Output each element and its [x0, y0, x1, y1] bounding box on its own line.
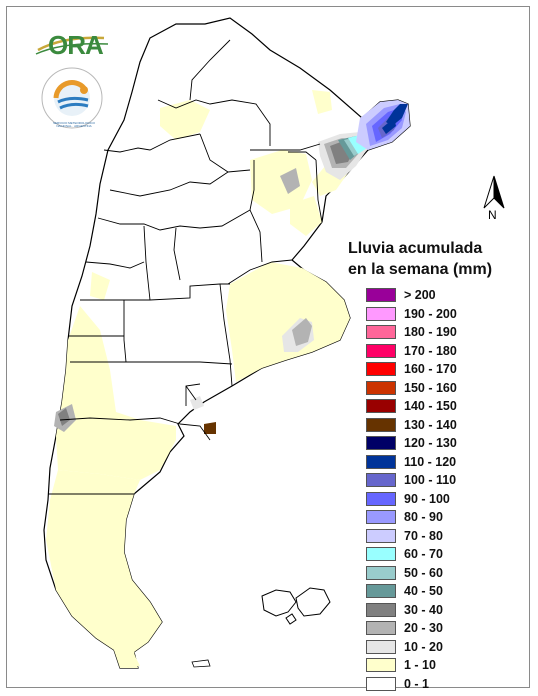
legend-label: 50 - 60 [404, 565, 443, 580]
legend-swatch [366, 621, 396, 636]
legend-swatch [366, 417, 396, 432]
legend-item: 30 - 40 [366, 601, 457, 620]
legend-item: 90 - 100 [366, 490, 457, 509]
legend-label: 190 - 200 [404, 306, 457, 321]
legend-label: 160 - 170 [404, 362, 457, 377]
legend-label: 10 - 20 [404, 639, 443, 654]
legend-label: 80 - 90 [404, 510, 443, 525]
legend-item: 130 - 140 [366, 416, 457, 435]
legend-item: > 200 [366, 286, 457, 305]
antarctic-islet [191, 659, 211, 668]
ora-logo: ORA [34, 28, 112, 62]
legend-label: 20 - 30 [404, 621, 443, 636]
rain-areas-mesopotamia [318, 100, 410, 180]
legend-label: 110 - 120 [404, 454, 457, 469]
legend-swatch [366, 325, 396, 340]
legend-swatch [366, 676, 396, 691]
ora-logo-text: ORA [48, 30, 104, 60]
legend-label: 30 - 40 [404, 602, 443, 617]
legend-swatch [366, 436, 396, 451]
legend-label: > 200 [404, 288, 436, 303]
legend-swatch [366, 547, 396, 562]
legend-label: 130 - 140 [404, 417, 457, 432]
legend-swatch [366, 362, 396, 377]
legend-item: 140 - 150 [366, 397, 457, 416]
legend-item: 60 - 70 [366, 545, 457, 564]
legend-title: Lluvia acumulada en la semana (mm) [348, 238, 518, 280]
north-arrow-icon [483, 175, 505, 209]
rain-areas-1-10 [46, 90, 350, 668]
legend-swatch [366, 658, 396, 673]
malvinas-islands [261, 587, 331, 625]
legend-swatch [366, 602, 396, 617]
legend-swatch [366, 306, 396, 321]
legend-swatch [366, 473, 396, 488]
legend-item: 160 - 170 [366, 360, 457, 379]
legend-item: 0 - 1 [366, 675, 457, 694]
legend-label: 170 - 180 [404, 343, 457, 358]
legend-item: 180 - 190 [366, 323, 457, 342]
legend-item: 50 - 60 [366, 564, 457, 583]
legend: > 200 190 - 200 180 - 190 170 - 180 160 - 17… [366, 286, 457, 693]
legend-title-line2: en la semana (mm) [348, 261, 493, 278]
smn-logo: SERVICIO METEOROLÓGICO NACIONAL · ARGENT… [40, 66, 104, 130]
legend-item: 120 - 130 [366, 434, 457, 453]
legend-item: 1 - 10 [366, 656, 457, 675]
legend-item: 40 - 50 [366, 582, 457, 601]
legend-swatch [366, 510, 396, 525]
legend-label: 180 - 190 [404, 325, 457, 340]
rain-areas-10-40 [54, 168, 314, 434]
legend-item: 10 - 20 [366, 638, 457, 657]
legend-swatch [366, 639, 396, 654]
legend-label: 150 - 160 [404, 380, 457, 395]
legend-item: 70 - 80 [366, 527, 457, 546]
legend-swatch [366, 528, 396, 543]
north-label: N [488, 208, 497, 222]
legend-label: 60 - 70 [404, 547, 443, 562]
legend-label: 90 - 100 [404, 491, 450, 506]
legend-title-line1: Lluvia acumulada [348, 240, 483, 257]
legend-item: 170 - 180 [366, 342, 457, 361]
legend-swatch [366, 288, 396, 303]
legend-label: 120 - 130 [404, 436, 457, 451]
legend-label: 100 - 110 [404, 473, 457, 488]
legend-label: 70 - 80 [404, 528, 443, 543]
legend-item: 100 - 110 [366, 471, 457, 490]
legend-swatch [366, 584, 396, 599]
legend-item: 190 - 200 [366, 305, 457, 324]
legend-swatch [366, 565, 396, 580]
legend-item: 20 - 30 [366, 619, 457, 638]
legend-label: 0 - 1 [404, 676, 430, 691]
legend-swatch [366, 491, 396, 506]
smn-logo-text: SERVICIO METEOROLÓGICO NACIONAL · ARGENT… [53, 122, 95, 128]
legend-item: 110 - 120 [366, 453, 457, 472]
legend-item: 80 - 90 [366, 508, 457, 527]
legend-item: 150 - 160 [366, 379, 457, 398]
legend-swatch [366, 454, 396, 469]
legend-label: 140 - 150 [404, 399, 457, 414]
province-boundaries [48, 39, 323, 495]
legend-swatch [366, 343, 396, 358]
legend-label: 40 - 50 [404, 584, 443, 599]
legend-label: 1 - 10 [404, 658, 436, 673]
legend-swatch [366, 399, 396, 414]
legend-swatch [366, 380, 396, 395]
